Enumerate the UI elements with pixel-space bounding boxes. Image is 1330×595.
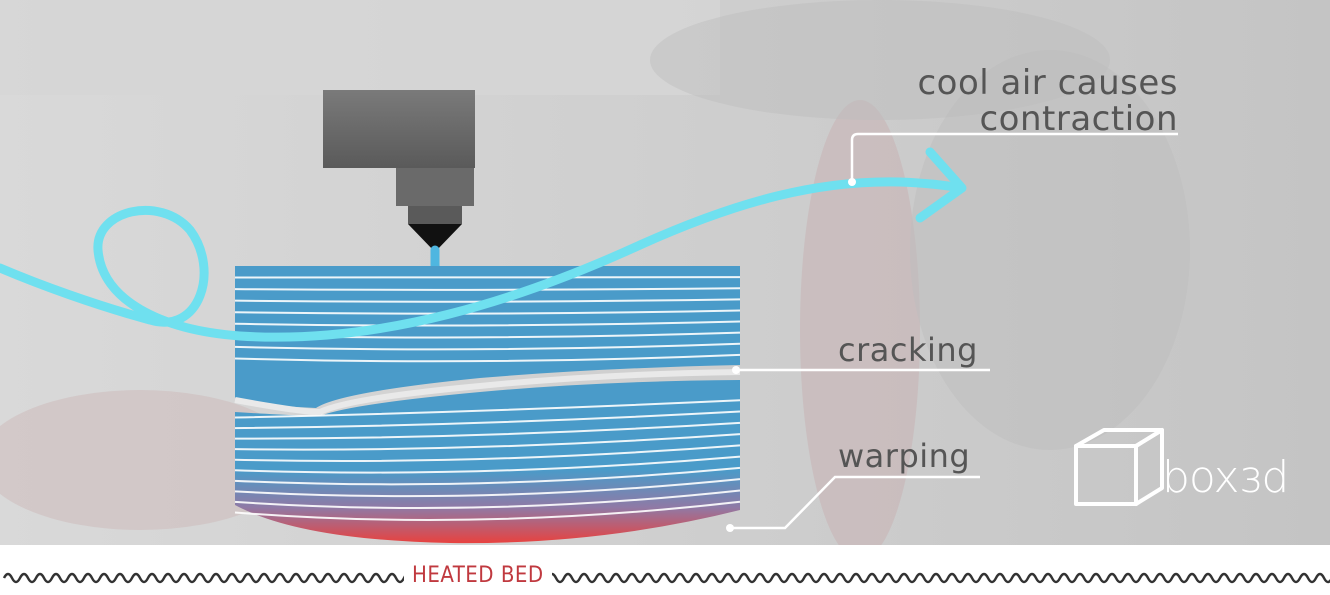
extruder-collar [408, 206, 462, 224]
cool-air-leader-dot [848, 178, 856, 186]
warping-label: warping [838, 437, 971, 475]
layer-line [234, 478, 741, 498]
background-shape [910, 50, 1190, 450]
layer-line [234, 455, 741, 474]
layer-line [234, 276, 741, 279]
background-shape [650, 0, 1110, 120]
boxed-logo-text: boxɜd [1162, 452, 1289, 503]
warping-leader-dot [726, 524, 734, 532]
cool-air-label: cool air causes contraction [917, 63, 1178, 139]
layer-line [234, 309, 741, 315]
extruder [323, 90, 475, 252]
print-lower-block [234, 380, 741, 544]
layer-line [234, 410, 741, 430]
crack-gap [234, 369, 741, 416]
background-shape [0, 390, 300, 530]
layer-line [234, 433, 741, 451]
layer-line [234, 466, 741, 486]
extruder-neck [396, 168, 474, 206]
layer-line [234, 287, 741, 291]
cool-air-stream [0, 177, 965, 342]
layer-line [234, 342, 741, 351]
layer-line [234, 489, 741, 510]
layer-line [234, 320, 741, 327]
extruder-body [323, 90, 475, 168]
layer-line [234, 500, 741, 521]
heated-bed [0, 545, 1330, 595]
heated-bed-label: HEATED BED [404, 563, 552, 589]
cool-air-leader [850, 132, 1178, 182]
background-shape [0, 0, 720, 95]
cool-air-label-line1: cool air causes [917, 63, 1178, 103]
layer-line [234, 353, 741, 363]
arrow-head-icon [915, 147, 967, 223]
warping-leader [730, 475, 980, 530]
layer-line [234, 421, 741, 440]
cool-air-label-line2: contraction [979, 98, 1178, 139]
boxed-logo-cube [1074, 428, 1164, 506]
layer-line [234, 444, 741, 462]
background-shape [800, 100, 920, 560]
layer-line [234, 399, 741, 419]
nozzle-tip [408, 224, 462, 252]
heating-element-wave [2, 572, 1330, 584]
cracking-leader-dot [732, 366, 740, 374]
cracking-label: cracking [838, 331, 978, 369]
